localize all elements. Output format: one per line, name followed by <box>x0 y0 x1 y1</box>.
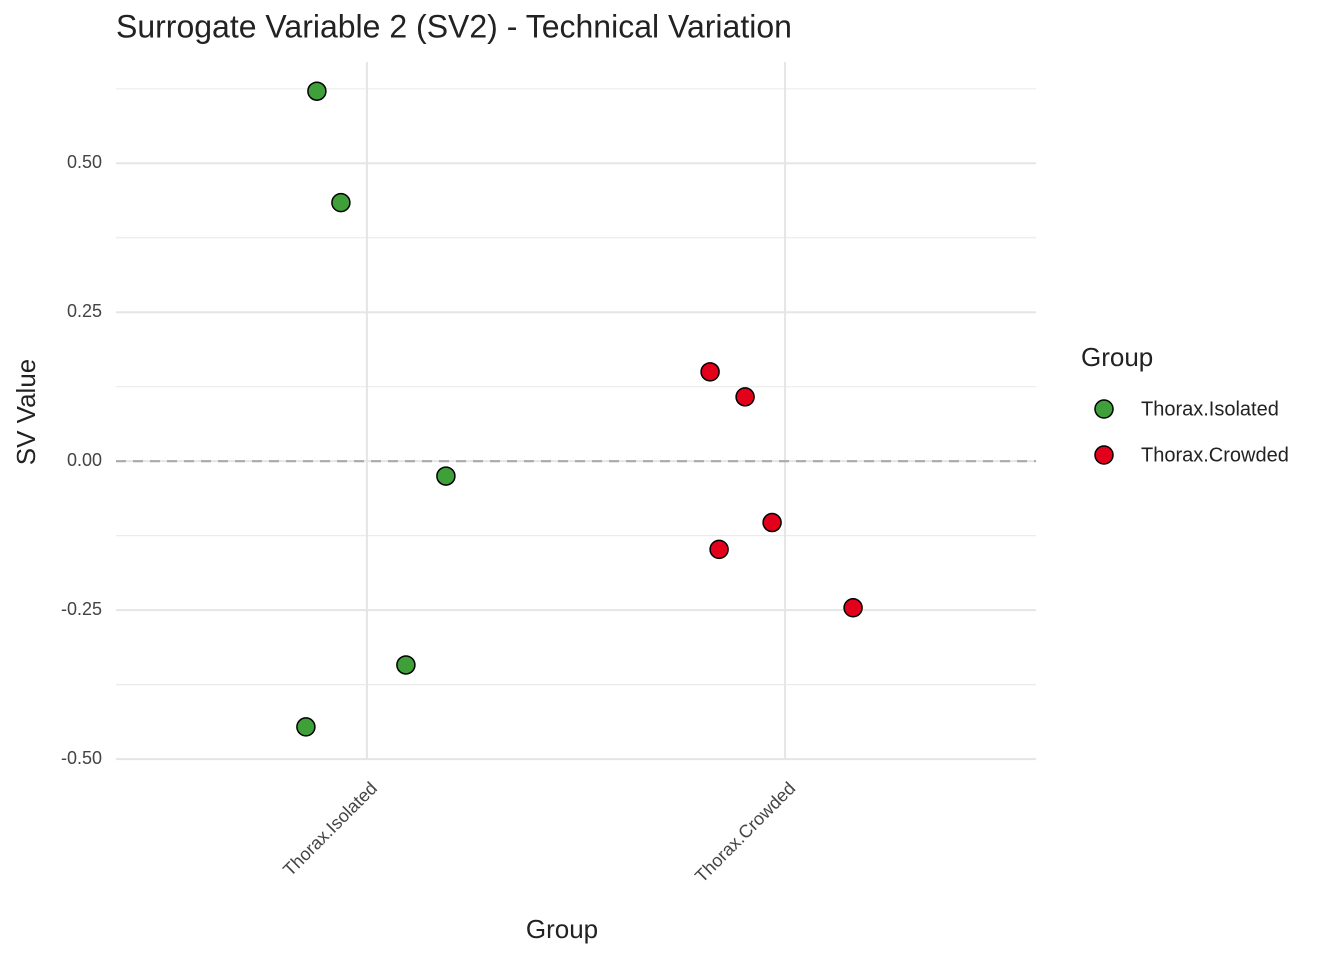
y-axis-label: SV Value <box>11 359 41 465</box>
point <box>709 539 729 560</box>
point <box>396 655 416 675</box>
point <box>843 598 863 618</box>
chart-title: Surrogate Variable 2 (SV2) - Technical V… <box>116 8 792 44</box>
point <box>735 387 755 407</box>
x-axis-label: Group <box>526 914 598 944</box>
legend-title: Group <box>1081 342 1153 372</box>
point <box>331 192 351 213</box>
legend-marker <box>1094 445 1114 465</box>
x-tick-label: Thorax.Crowded <box>691 778 799 886</box>
y-tick-label: -0.25 <box>61 599 102 619</box>
point <box>436 466 456 486</box>
x-tick-label: Thorax.Isolated <box>279 778 381 880</box>
y-tick-label: 0.00 <box>67 450 102 470</box>
y-tick-label: 0.50 <box>67 152 102 172</box>
legend-marker <box>1094 399 1114 419</box>
legend-label: Thorax.Isolated <box>1141 398 1279 420</box>
point <box>296 717 316 737</box>
point <box>700 362 720 382</box>
y-tick-label: 0.25 <box>67 301 102 321</box>
point <box>762 512 782 533</box>
legend-label: Thorax.Crowded <box>1141 444 1289 466</box>
point <box>307 81 327 101</box>
y-tick-label: -0.50 <box>61 748 102 768</box>
